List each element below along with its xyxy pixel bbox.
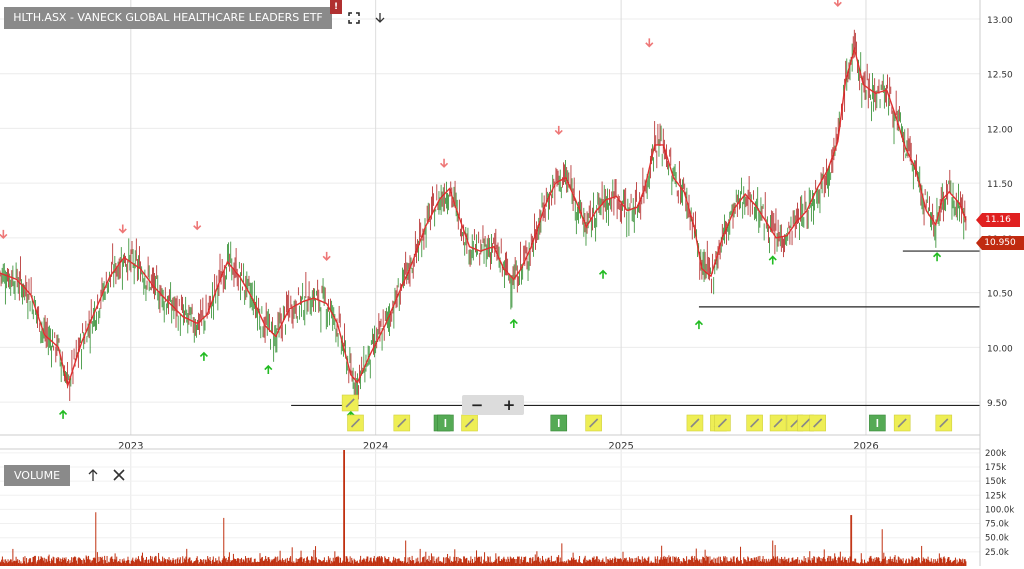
pencil-icon [897,418,907,428]
pencil-icon [464,418,475,428]
download-icon-glyph [375,13,385,23]
arrow-up-icon-glyph [88,469,98,481]
arrow-up-icon[interactable] [84,466,102,484]
price-tick-label: 13.00 [987,16,1013,26]
support-price-value: 10.950 [984,238,1016,249]
pencil-icon [345,398,355,408]
sell-signal-arrow [322,251,331,261]
pencil-icon [773,418,783,428]
current-price-tag: 11.16 [976,213,1020,228]
buy-signal-arrow [509,318,518,329]
pencil-icon [350,418,361,428]
sell-signal-arrow [833,0,842,7]
buy-signal-arrow [598,269,608,279]
event-markers[interactable] [341,394,953,432]
price-tag-shape [976,236,1024,251]
volume-panel-label: VOLUME [4,465,70,486]
chart-title: HLTH.ASX - VANECK GLOBAL HEALTHCARE LEAD… [4,7,332,29]
buy-signal-arrow [58,409,68,419]
pencil-icon [801,418,811,428]
current-price-value: 11.16 [985,215,1011,226]
zoom-out-button[interactable]: − [470,396,484,414]
download-icon[interactable] [372,10,388,26]
volume-tick-label: 75.0k [985,520,1009,530]
buy-signal-arrow [199,351,208,361]
buy-signal-arrow [694,320,704,330]
support-price-tag: 10.950 [976,236,1024,251]
price-tick-label: 9.50 [987,399,1007,409]
buy-signal-arrow [933,252,942,262]
price-tag-shape [976,213,1020,228]
sell-signal-arrow [554,125,563,136]
close-icon[interactable] [110,466,128,484]
pencil-icon [750,418,760,428]
sell-signal-arrow [439,158,449,168]
year-tick-label: 2026 [853,441,878,452]
support-lines[interactable] [291,250,980,407]
alert-flag[interactable]: ! [330,0,342,14]
sell-signal-arrow [118,224,127,234]
pencil-icon [397,418,407,428]
price-tick-label: 10.00 [987,344,1013,354]
pencil-icon [813,418,823,428]
buy-signal-arrow [264,364,273,375]
pencil-icon [589,418,599,428]
volume-tick-label: 50.0k [985,534,1009,544]
year-tick-label: 2024 [363,441,388,452]
zoom-in-button[interactable]: + [502,396,516,414]
pencil-icon [690,418,700,428]
price-tick-label: 12.50 [987,71,1013,81]
volume-tick-label: 150k [985,477,1006,487]
sell-signal-arrow [645,38,654,48]
sell-signal-arrow [0,229,8,240]
volume-tick-label: 200k [985,449,1006,459]
buy-signal-arrow [768,255,777,265]
pencil-icon [939,418,949,428]
fullscreen-icon[interactable] [346,10,362,26]
volume-tick-label: 125k [985,491,1006,501]
fullscreen-icon-glyph [348,12,360,24]
price-moving-average-line [0,46,967,389]
price-tick-label: 10.50 [987,290,1013,300]
volume-tick-label: 175k [985,463,1006,473]
close-icon-glyph [113,469,125,481]
volume-tick-label: 100.0k [985,505,1014,515]
year-tick-label: 2025 [608,441,633,452]
pencil-icon [717,418,727,428]
year-tick-label: 2023 [118,441,143,452]
volume-tick-label: 25.0k [985,548,1009,558]
sell-signal-arrow [193,221,202,231]
price-candles [0,29,967,402]
zoom-control: − + [462,395,524,415]
signal-arrows [0,0,942,421]
price-tick-label: 12.00 [987,125,1013,135]
price-tick-label: 11.50 [987,180,1013,190]
volume-bars [0,450,967,566]
